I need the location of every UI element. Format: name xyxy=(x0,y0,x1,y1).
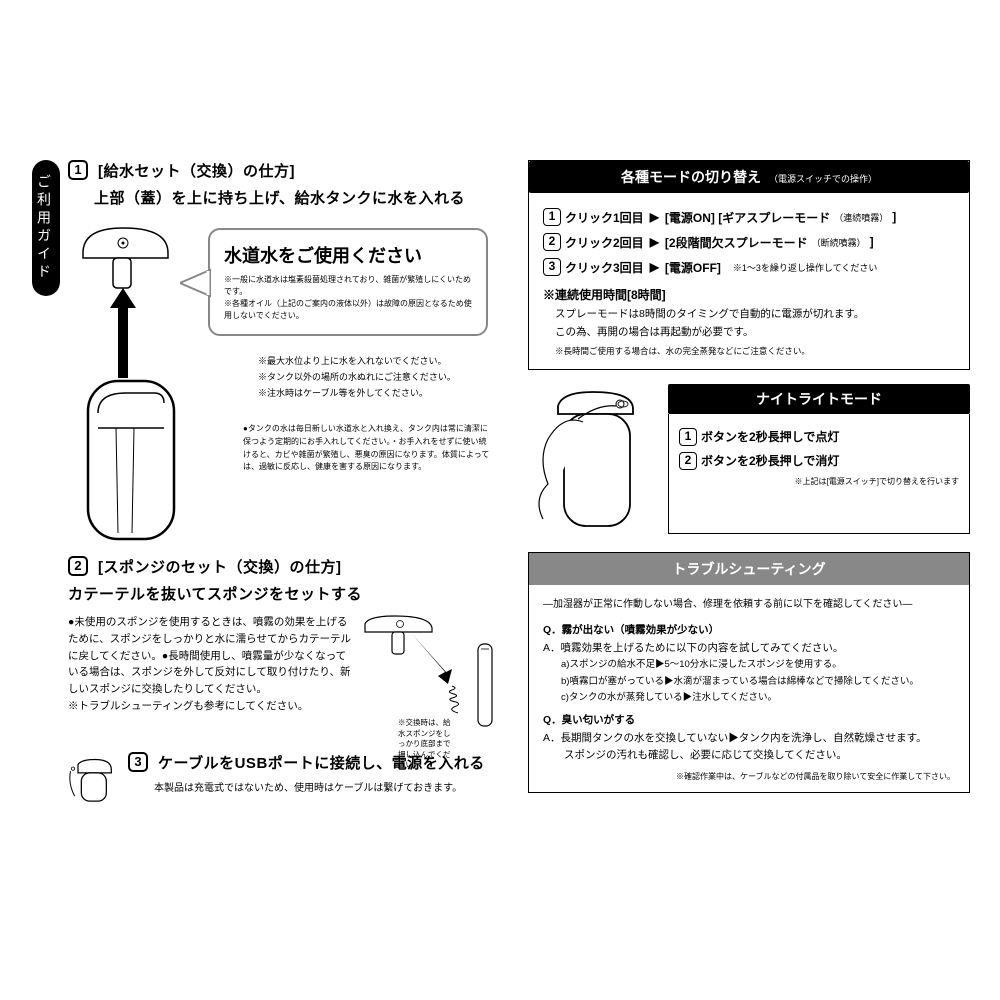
night2-text: ボタンを2秒長押しで消灯 xyxy=(701,452,839,469)
callout-note-2: ※各種オイル（上記のご案内の液体以外）は故障の原因となるため使用しないでください… xyxy=(224,298,472,322)
trouble-foot: ※確認作業中は、ケーブルなどの付属品を取り除いて安全に作業して下さい。 xyxy=(529,765,969,782)
trouble-header: トラブルシューティング xyxy=(529,553,969,585)
arrow-up-icon xyxy=(110,288,136,378)
a1: A．噴霧効果を上げるために以下の内容を試してみてください。 xyxy=(543,640,955,658)
water-callout: 水道水をご使用ください ※一般に水道水は塩素殺菌処理されており、雑菌が繁殖しにく… xyxy=(208,228,488,336)
trouble-intro: ―加湿器が正常に作動しない場合、修理を依頼する前に以下を確認してください― xyxy=(529,585,969,616)
mode1-num: 1 xyxy=(543,208,561,226)
mode3-action: [電源OFF] xyxy=(665,259,721,276)
callout-title: 水道水をご使用ください xyxy=(224,242,472,268)
sponge-diagram: ※交換時は、給水スポンジをしっかり底部まで押し込んでください。 xyxy=(360,614,500,734)
exchange-note: ※交換時は、給水スポンジをしっかり底部まで押し込んでください。 xyxy=(398,718,454,771)
q1: Q．霧が出ない（噴霧効果が少ない） xyxy=(543,622,955,640)
step1-number: 1 xyxy=(68,160,88,180)
night1-text: ボタンを2秒長押しで点灯 xyxy=(701,428,839,445)
mode3-note: ※1～3を繰り返し操作してください xyxy=(733,261,877,274)
step1-diagram: 水道水をご使用ください ※一般に水道水は塩素殺菌処理されており、雑菌が繁殖しにく… xyxy=(68,218,488,548)
mode3-num: 3 xyxy=(543,258,561,276)
a2: A．長期間タンクの水を交換していない▶タンク内を洗浄し、自然乾燥させます。 スポ… xyxy=(543,730,955,766)
mode-header-title: 各種モードの切り替え xyxy=(621,167,761,187)
step1-subtitle: 上部（蓋）を上に持ち上げ、給水タンクに水を入れる xyxy=(94,187,500,208)
left-column: 1 [給水セット（交換）の仕方] 上部（蓋）を上に持ち上げ、給水タンクに水を入れ… xyxy=(30,160,500,807)
a1-sub-c: c)タンクの水が蒸発している▶注水してください。 xyxy=(561,690,955,706)
triangle-icon: ▶ xyxy=(650,210,659,224)
mode-header: 各種モードの切り替え （電源スイッチでの操作） xyxy=(529,161,969,193)
triangle-icon: ▶ xyxy=(650,260,659,274)
mode1-label: クリック1回目 xyxy=(565,209,644,226)
callout-pointer-icon xyxy=(180,268,212,298)
step2-title: [スポンジのセット（交換）の仕方] xyxy=(98,556,342,577)
nightlight-diagram-icon xyxy=(528,384,658,534)
mode1-detail: （連続噴霧） xyxy=(834,211,888,224)
mode-header-sub: （電源スイッチでの操作） xyxy=(769,172,877,185)
tank-diagram-icon xyxy=(76,373,186,548)
step2-subtitle: カテーテルを抜いてスポンジをセットする xyxy=(68,583,500,604)
step1-title: [給水セット（交換）の仕方] xyxy=(98,160,295,181)
mode2-label: クリック2回目 xyxy=(565,234,644,251)
night1-num: 1 xyxy=(679,428,697,446)
mid-note-1: ※最大水位より上に水を入れないでください。 xyxy=(258,353,456,369)
mode-box: 各種モードの切り替え （電源スイッチでの操作） 1 クリック1回目 ▶ [電源O… xyxy=(528,160,970,370)
tank-care-note: ●タンクの水は毎日新しい水道水と入れ換え、タンク内は常に清潔に保つよう定期的にお… xyxy=(243,423,493,474)
mode2-suffix: ] xyxy=(870,235,874,249)
mode2-num: 2 xyxy=(543,233,561,251)
mode3-label: クリック3回目 xyxy=(565,259,644,276)
mode2-action: [2段階間欠スプレーモード xyxy=(665,234,808,251)
right-column: 各種モードの切り替え （電源スイッチでの操作） 1 クリック1回目 ▶ [電源O… xyxy=(528,160,970,807)
mid-note-2: ※タンク以外の場所の水ぬれにご注意ください。 xyxy=(258,369,456,385)
a1-sub-b: b)噴霧口が塞がっている▶水滴が溜まっている場合は綿棒などで掃除してください。 xyxy=(561,674,955,690)
step1-mid-notes: ※最大水位より上に水を入れないでください。 ※タンク以外の場所の水ぬれにご注意く… xyxy=(258,353,456,402)
mid-note-3: ※注水時はケーブル等を外してください。 xyxy=(258,385,456,401)
triangle-icon: ▶ xyxy=(650,235,659,249)
night-header: ナイトライトモード xyxy=(668,384,970,414)
mode1-suffix: ] xyxy=(892,210,896,224)
step2-number: 2 xyxy=(68,556,88,576)
cont-body: スプレーモードは8時間のタイミングで自動的に電源が切れます。 この為、再開の場合… xyxy=(555,306,955,342)
q2: Q．臭い匂いがする xyxy=(543,712,955,730)
mode1-action: [電源ON] [ギアスプレーモード xyxy=(665,209,830,226)
night2-num: 2 xyxy=(679,452,697,470)
night-foot: ※上記は[電源スイッチ]で切り替えを行います xyxy=(679,476,959,487)
night-section: ナイトライトモード 1 ボタンを2秒長押しで点灯 2 ボタンを2秒長押しで消灯 … xyxy=(528,384,970,534)
cont-title: ※連続使用時間[8時間] xyxy=(543,286,955,303)
step2-body: ●未使用のスポンジを使用するときは、噴霧の効果を上げるために、スポンジをしっかり… xyxy=(68,614,352,734)
page: 1 [給水セット（交換）の仕方] 上部（蓋）を上に持ち上げ、給水タンクに水を入れ… xyxy=(0,0,1000,927)
step3-number: 3 xyxy=(128,752,148,772)
usb-diagram-icon xyxy=(68,752,118,807)
a1-sub-a: a)スポンジの給水不足▶5～10分水に浸したスポンジを使用する。 xyxy=(561,657,955,673)
mode2-detail: （断続噴霧） xyxy=(812,236,866,249)
callout-note-1: ※一般に水道水は塩素殺菌処理されており、雑菌が繁殖しにくいためです。 xyxy=(224,274,472,298)
cont-note: ※長時間ご使用する場合は、水の完全蒸発などにご注意ください。 xyxy=(555,345,955,357)
step3-sub: 本製品は充電式ではないため、使用時はケーブルは繋げておきます。 xyxy=(154,779,500,794)
lid-diagram-icon xyxy=(68,218,188,290)
trouble-box: トラブルシューティング ―加湿器が正常に作動しない場合、修理を依頼する前に以下を… xyxy=(528,552,970,794)
